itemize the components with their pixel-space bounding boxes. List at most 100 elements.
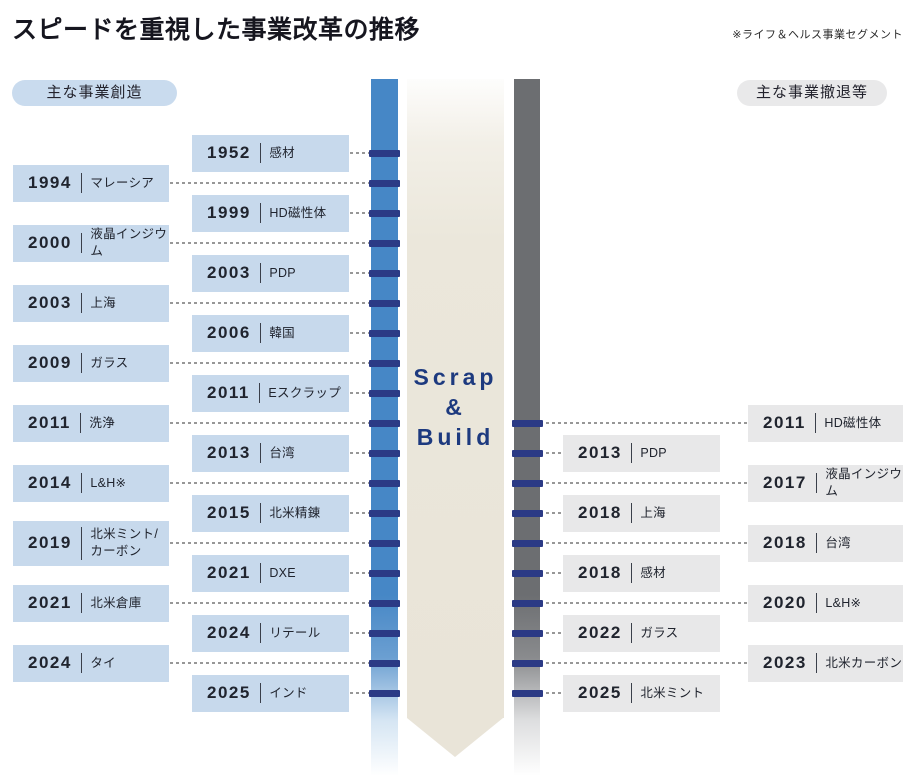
event-box-left: 2000 液晶インジウム — [13, 224, 169, 262]
connector-dotted-line — [350, 272, 371, 274]
event-label: 液晶インジウム — [90, 227, 168, 258]
event-label: 上海 — [640, 505, 666, 520]
scrap-and-build-label: Scrap & Build — [407, 362, 504, 452]
event-box-left: 2019 北米ミント/ カーボン — [13, 520, 169, 566]
event-divider — [258, 383, 261, 403]
event-year: 2011 — [763, 413, 806, 432]
connector-dotted-line — [540, 422, 748, 424]
event-divider — [259, 263, 262, 283]
event-divider — [259, 563, 262, 583]
right-bar-tick — [512, 420, 543, 427]
connector-dotted-line — [350, 212, 371, 214]
event-year: 2006 — [207, 323, 251, 342]
event-divider — [259, 503, 262, 523]
right-bar-tick — [512, 480, 543, 487]
event-label: Eスクラップ — [268, 385, 342, 400]
connector-dotted-line — [170, 542, 371, 544]
connector-dotted-line — [170, 662, 371, 664]
event-divider — [80, 593, 83, 613]
event-divider — [80, 233, 83, 253]
event-year: 1952 — [207, 143, 251, 162]
event-year: 2021 — [207, 563, 251, 582]
event-year: 2024 — [28, 653, 72, 672]
event-box-left: 2024 リテール — [192, 614, 349, 652]
event-year: 1994 — [28, 173, 72, 192]
event-box-right: 2025 北米ミント — [563, 674, 720, 712]
event-year: 2011 — [207, 383, 250, 402]
connector-dotted-line — [350, 452, 371, 454]
event-year: 2003 — [28, 293, 72, 312]
connector-dotted-line — [170, 422, 371, 424]
event-label: マレーシア — [90, 175, 155, 190]
event-divider — [815, 533, 818, 553]
event-label: PDP — [640, 445, 667, 460]
scrap-and-build-arrow-body — [407, 79, 504, 718]
legend-business-creation-pill: 主な事業創造 — [12, 80, 177, 106]
event-label: 台湾 — [269, 445, 295, 460]
event-box-right: 2018 台湾 — [748, 524, 903, 562]
withdrawal-timeline-bar — [514, 79, 540, 776]
connector-dotted-line — [540, 542, 748, 544]
event-label: インド — [269, 685, 308, 700]
left-bar-tick — [369, 390, 400, 397]
left-bar-tick — [369, 450, 400, 457]
connector-dotted-line — [540, 692, 563, 694]
event-label: 北米カーボン — [825, 655, 903, 670]
connector-dotted-line — [540, 662, 748, 664]
event-box-left: 2003 上海 — [13, 284, 169, 322]
connector-dotted-line — [540, 512, 563, 514]
event-label: 感材 — [269, 145, 295, 160]
left-bar-tick — [369, 360, 400, 367]
event-box-left: 2024 タイ — [13, 644, 169, 682]
left-bar-tick — [369, 510, 400, 517]
event-box-left: 2011 洗浄 — [13, 404, 169, 442]
event-label: 洗浄 — [89, 415, 115, 430]
event-box-left: 2021 北米倉庫 — [13, 584, 169, 622]
event-divider — [630, 443, 633, 463]
right-bar-tick — [512, 660, 543, 667]
left-bar-tick — [369, 210, 400, 217]
scrap-and-build-arrow-tip — [407, 718, 503, 757]
event-divider — [259, 623, 262, 643]
event-box-left: 2015 北米精錬 — [192, 494, 349, 532]
event-year: 2024 — [207, 623, 251, 642]
event-divider — [259, 443, 262, 463]
event-divider — [80, 293, 83, 313]
event-box-right: 2020 L&H※ — [748, 584, 903, 622]
left-bar-tick — [369, 300, 400, 307]
left-bar-tick — [369, 240, 400, 247]
event-label: 北米精錬 — [269, 505, 321, 520]
event-label: タイ — [90, 655, 116, 670]
event-divider — [80, 526, 83, 560]
event-year: 1999 — [207, 203, 251, 222]
event-year: 2013 — [578, 443, 622, 462]
legend-business-withdrawal-pill: 主な事業撤退等 — [737, 80, 887, 106]
event-year: 2020 — [763, 593, 807, 612]
left-bar-tick — [369, 660, 400, 667]
connector-dotted-line — [540, 482, 748, 484]
event-label: リテール — [269, 625, 321, 640]
event-label: 韓国 — [269, 325, 295, 340]
event-box-left: 2003 PDP — [192, 254, 349, 292]
event-label: 感材 — [640, 565, 666, 580]
event-year: 2017 — [763, 473, 807, 492]
event-box-right: 2013 PDP — [563, 434, 720, 472]
event-label: ガラス — [640, 625, 679, 640]
event-divider — [259, 683, 262, 703]
left-bar-tick — [369, 150, 400, 157]
event-year: 2014 — [28, 473, 72, 492]
left-bar-tick — [369, 270, 400, 277]
event-divider — [80, 653, 83, 673]
event-divider — [259, 143, 262, 163]
left-bar-tick — [369, 690, 400, 697]
event-year: 2019 — [28, 533, 72, 552]
right-bar-tick — [512, 540, 543, 547]
connector-dotted-line — [170, 242, 371, 244]
right-bar-tick — [512, 690, 543, 697]
event-year: 2009 — [28, 353, 72, 372]
event-box-left: 2025 インド — [192, 674, 349, 712]
page-title: スピードを重視した事業改革の推移 — [12, 16, 421, 44]
event-divider — [630, 503, 633, 523]
left-bar-tick — [369, 540, 400, 547]
event-divider — [80, 353, 83, 373]
